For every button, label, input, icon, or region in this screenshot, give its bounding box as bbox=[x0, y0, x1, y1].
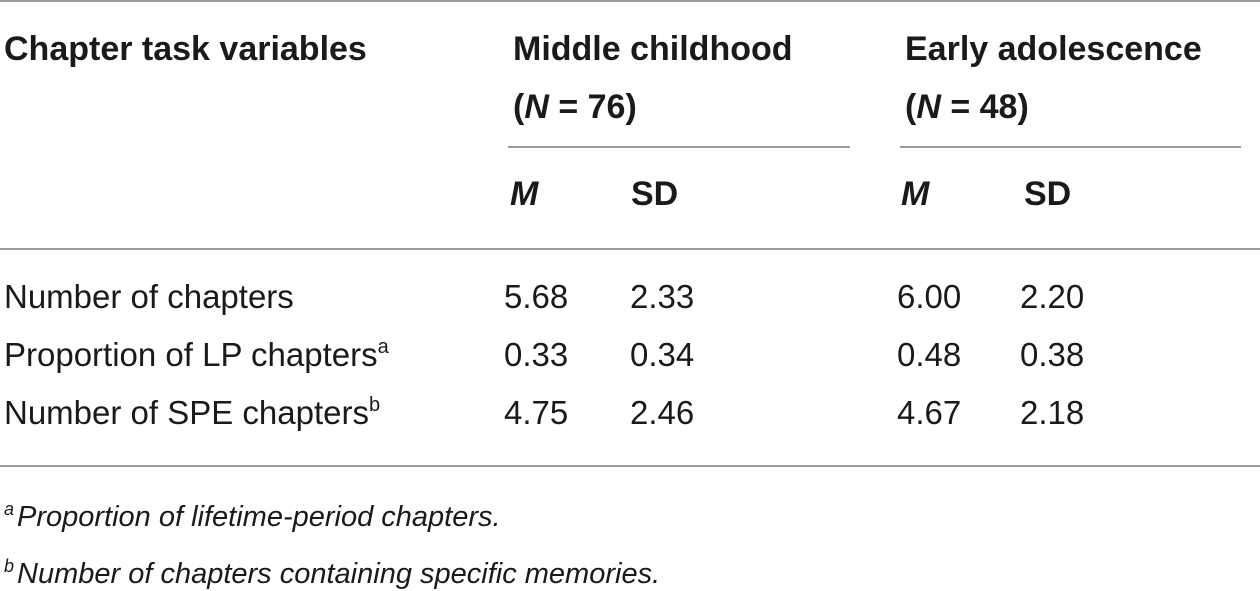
subheader-mean: M bbox=[901, 175, 930, 213]
table-cell: 4.67 bbox=[897, 394, 962, 431]
footnote-marker: a bbox=[377, 336, 389, 358]
table-cell: 2.33 bbox=[630, 278, 695, 315]
footnote-a: a Proportion of lifetime-period chapters. bbox=[4, 499, 501, 533]
row-label: Number of SPE chaptersb bbox=[4, 394, 381, 431]
table-cell: 2.18 bbox=[1020, 394, 1085, 431]
table-cell: 2.20 bbox=[1020, 278, 1085, 315]
group-n-early-adolescence: (N = 48) bbox=[905, 88, 1029, 126]
table-cell: 2.46 bbox=[630, 394, 695, 431]
table-cell: 0.34 bbox=[630, 336, 695, 373]
table-cell: 5.68 bbox=[504, 278, 569, 315]
top-rule bbox=[0, 0, 1260, 2]
group-n-middle-childhood: (N = 76) bbox=[513, 88, 637, 126]
subheader-sd: SD bbox=[1024, 175, 1072, 213]
group-heading-middle-childhood: Middle childhood bbox=[513, 30, 793, 68]
footnote-marker: b bbox=[369, 394, 381, 416]
header-rule bbox=[0, 248, 1260, 250]
table-cell: 0.33 bbox=[504, 336, 569, 373]
group-rule-middle-childhood bbox=[508, 146, 850, 148]
bottom-rule bbox=[0, 465, 1260, 467]
table-cell: 4.75 bbox=[504, 394, 569, 431]
group-rule-early-adolescence bbox=[900, 146, 1241, 148]
table-cell: 6.00 bbox=[897, 278, 962, 315]
row-label: Number of chapters bbox=[4, 278, 294, 315]
subheader-mean: M bbox=[510, 175, 539, 213]
row-label-heading: Chapter task variables bbox=[4, 30, 367, 68]
table-cell: 0.48 bbox=[897, 336, 962, 373]
footnote-b: b Number of chapters containing specific … bbox=[4, 556, 661, 590]
row-label: Proportion of LP chaptersa bbox=[4, 336, 389, 373]
group-heading-early-adolescence: Early adolescence bbox=[905, 30, 1202, 68]
subheader-sd: SD bbox=[631, 175, 679, 213]
table-cell: 0.38 bbox=[1020, 336, 1085, 373]
